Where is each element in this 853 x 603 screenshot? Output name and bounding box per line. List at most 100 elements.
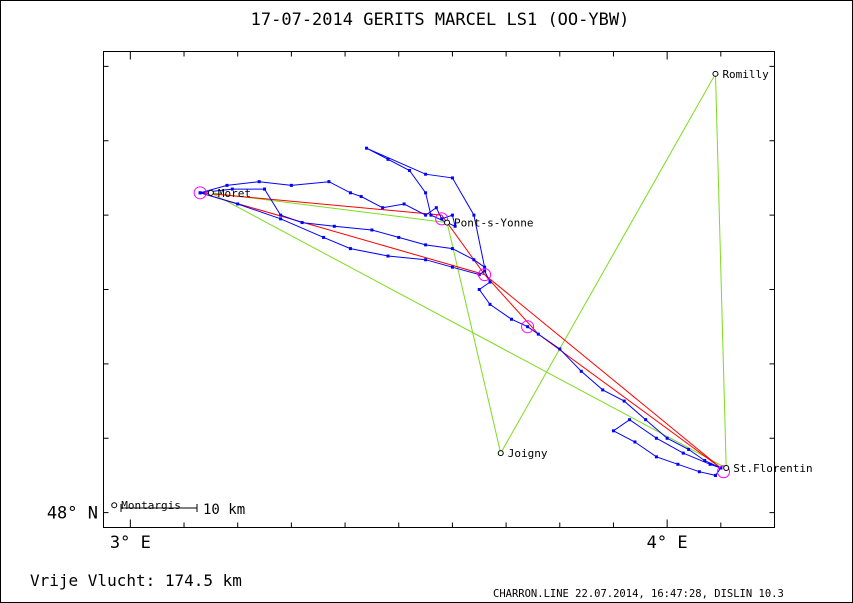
flight-track-line xyxy=(199,147,722,476)
track-point xyxy=(665,436,669,440)
track-point xyxy=(429,213,433,217)
declared-task-layer xyxy=(210,71,727,469)
track-point xyxy=(300,221,304,225)
distance-summary: Vrije Vlucht: 174.5 km xyxy=(30,571,242,590)
place-marker xyxy=(207,189,214,196)
track-point xyxy=(348,247,352,251)
track-point xyxy=(676,462,680,466)
scale-bar-label: 10 km xyxy=(203,502,245,518)
track-point xyxy=(257,180,261,184)
turnpoint-circle xyxy=(193,186,207,200)
x-tick-label: 4° E xyxy=(647,533,688,553)
optimised-route-line xyxy=(199,192,722,469)
turnpoint-circle xyxy=(521,320,535,334)
track-point xyxy=(579,369,583,373)
flight-track-layer xyxy=(198,146,723,477)
track-point xyxy=(365,146,369,150)
track-point xyxy=(279,213,283,217)
y-tick-label: 48° N xyxy=(47,504,98,524)
track-point xyxy=(424,172,428,176)
footer-credit: CHARRON.LINE 22.07.2014, 16:47:28, DISLI… xyxy=(493,588,784,600)
place-label: Romilly xyxy=(722,68,769,81)
track-point xyxy=(654,436,658,440)
track-point xyxy=(225,183,229,187)
track-point xyxy=(526,325,530,329)
track-point xyxy=(397,235,401,239)
track-point xyxy=(332,224,336,228)
track-point xyxy=(450,176,454,180)
place-marker xyxy=(723,465,730,471)
chart-title: 17-07-2014 GERITS MARCEL LS1 (OO-YBW) xyxy=(251,10,630,30)
declared-task-line xyxy=(210,71,727,469)
place-label: St.Florentin xyxy=(733,462,812,475)
track-point xyxy=(424,191,428,195)
track-point xyxy=(703,459,707,463)
track-point xyxy=(322,235,326,239)
track-point xyxy=(453,224,457,228)
track-point xyxy=(483,265,487,269)
track-point xyxy=(628,418,632,422)
track-point xyxy=(424,258,428,262)
track-point xyxy=(236,202,240,206)
track-point xyxy=(601,388,605,392)
turnpoint-circle xyxy=(717,465,731,479)
track-point xyxy=(450,247,454,251)
place-label: Moret xyxy=(218,187,251,200)
track-point xyxy=(719,466,723,470)
track-point xyxy=(359,195,363,199)
track-point xyxy=(230,187,234,191)
track-point xyxy=(488,302,492,306)
track-point xyxy=(434,206,438,210)
track-point xyxy=(386,157,390,161)
x-tick-label: 3° E xyxy=(110,533,151,553)
track-point xyxy=(483,269,487,273)
track-point xyxy=(687,447,691,451)
track-point xyxy=(407,169,411,172)
track-point xyxy=(327,180,331,184)
track-point xyxy=(450,213,454,217)
track-point xyxy=(386,254,390,258)
track-point xyxy=(263,187,267,191)
place-marker xyxy=(111,502,118,509)
place-marker xyxy=(712,70,719,77)
track-point xyxy=(198,191,202,195)
track-point xyxy=(450,265,454,269)
track-point xyxy=(644,418,648,422)
track-point xyxy=(697,470,701,474)
track-point xyxy=(279,217,283,221)
axis-tick-labels: 3° E 4° E 48° N xyxy=(47,504,688,553)
turnpoint-circle xyxy=(435,212,449,226)
track-point xyxy=(633,440,637,444)
track-point xyxy=(370,228,374,232)
turnpoint-circle-layer xyxy=(193,186,731,479)
track-point xyxy=(558,347,562,351)
track-point xyxy=(472,213,476,217)
place-marker xyxy=(444,219,451,226)
place-label: Montargis xyxy=(121,499,181,512)
place-label: Pont-s-Yonne xyxy=(454,217,533,230)
plot-area-border xyxy=(103,51,775,528)
track-point xyxy=(708,462,712,466)
track-point xyxy=(488,280,492,284)
optimised-route-layer xyxy=(199,192,722,469)
place-marker xyxy=(497,450,504,457)
track-point xyxy=(611,429,615,433)
track-point xyxy=(424,213,428,217)
track-point xyxy=(536,332,540,336)
place-label: Joigny xyxy=(508,447,548,460)
track-point xyxy=(477,288,481,291)
track-point xyxy=(477,273,481,277)
scale-bar: 10 km xyxy=(120,502,245,518)
track-point xyxy=(381,206,385,210)
track-point xyxy=(472,258,476,262)
track-point xyxy=(654,455,658,459)
track-point xyxy=(440,217,444,221)
place-marker-layer: Romilly Moret Pont-s-Yonne Joigny St.Florent… xyxy=(111,68,813,512)
track-point xyxy=(289,183,293,187)
track-point xyxy=(348,191,352,195)
track-point xyxy=(622,399,626,403)
track-point xyxy=(424,243,428,247)
track-point xyxy=(681,451,685,455)
